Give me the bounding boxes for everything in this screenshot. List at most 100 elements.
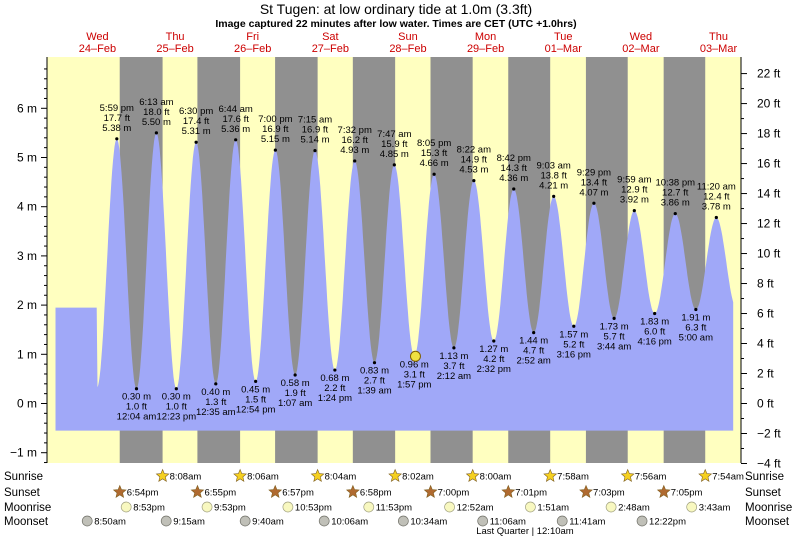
moonrise-row-label-right: Moonrise xyxy=(745,502,792,514)
day-date-label: 25–Feb xyxy=(156,43,193,55)
low-tide-label: 0.45 m xyxy=(241,384,270,395)
low-tide-label: 2:32 pm xyxy=(477,364,511,375)
moonrise-time: 12:52am xyxy=(457,503,494,514)
y-tick-label-ft: 14 ft xyxy=(757,187,781,201)
high-tide-label: 17.7 ft xyxy=(104,113,131,124)
low-tide-label: 6.3 ft xyxy=(685,323,706,334)
high-tide-label: 3.78 m xyxy=(702,202,731,213)
tide-point xyxy=(273,148,277,152)
high-tide-label: 7:47 am xyxy=(377,129,411,140)
high-tide-label: 13.8 ft xyxy=(540,170,567,181)
tide-point xyxy=(254,379,258,383)
high-tide-label: 6:30 pm xyxy=(179,106,213,117)
high-tide-label: 9:29 pm xyxy=(577,167,611,178)
sunset-icon xyxy=(501,484,516,498)
low-tide-label: 12:04 am xyxy=(117,412,157,423)
high-tide-label: 4.53 m xyxy=(459,165,488,176)
low-tide-label: 5.7 ft xyxy=(604,331,625,342)
moonrise-icon xyxy=(525,501,536,513)
day-date-label: 28–Feb xyxy=(389,43,426,55)
low-tide-label: 3.1 ft xyxy=(404,369,425,380)
high-tide-label: 8:22 am xyxy=(457,145,491,156)
low-tide-label: 0.96 m xyxy=(400,359,429,370)
sunrise-time: 8:06am xyxy=(247,472,279,483)
tide-point xyxy=(313,149,317,153)
low-tide-label: 1.0 ft xyxy=(166,402,187,413)
sunset-time: 6:54pm xyxy=(127,488,159,499)
high-tide-label: 5.50 m xyxy=(142,117,171,128)
tide-point xyxy=(572,324,576,328)
tide-point xyxy=(115,137,119,141)
day-weekday-label: Sun xyxy=(398,31,418,43)
sunset-icon xyxy=(579,484,593,498)
low-tide-label: 12:23 pm xyxy=(157,412,197,423)
high-tide-label: 10:38 pm xyxy=(655,178,695,189)
tide-point xyxy=(552,194,556,198)
high-tide-label: 5.14 m xyxy=(300,135,329,146)
y-tick-label-m: 1 m xyxy=(17,347,37,361)
low-tide-label: 5:00 am xyxy=(679,333,713,344)
high-tide-label: 4.21 m xyxy=(539,180,568,191)
moonset-icon xyxy=(397,515,409,527)
moonset-icon xyxy=(318,515,330,527)
sunrise-icon xyxy=(465,468,480,482)
sunset-row-label-right: Sunset xyxy=(745,487,782,499)
low-tide-label: 0.30 m xyxy=(162,392,191,403)
low-tide-label: 1.9 ft xyxy=(285,388,306,399)
day-weekday-label: Fri xyxy=(246,31,259,43)
tide-point xyxy=(392,163,396,167)
moonset-icon xyxy=(477,515,489,527)
day-date-label: 01–Mar xyxy=(545,43,583,55)
moonset-time: 9:15am xyxy=(173,517,205,528)
low-tide-label: 2.2 ft xyxy=(324,383,345,394)
sunset-time: 6:55pm xyxy=(204,488,236,499)
sunrise-time: 7:58am xyxy=(557,472,589,483)
tide-area xyxy=(55,132,734,431)
day-date-label: 02–Mar xyxy=(622,43,660,55)
low-tide-label: 4:16 pm xyxy=(637,336,671,347)
moon-phase-label: Last Quarter | 12:10am xyxy=(476,526,574,537)
low-tide-label: 3:16 pm xyxy=(557,349,591,360)
day-weekday-label: Wed xyxy=(630,31,652,43)
sunset-time: 7:00pm xyxy=(438,488,470,499)
tide-point xyxy=(214,382,218,386)
sunset-time: 6:57pm xyxy=(282,488,314,499)
high-tide-label: 15.9 ft xyxy=(381,139,408,150)
sunrise-row-label-left: Sunrise xyxy=(4,471,43,483)
moonrise-icon xyxy=(201,501,213,513)
high-tide-label: 14.3 ft xyxy=(501,163,528,174)
high-tide-label: 6:13 am xyxy=(139,97,173,108)
high-tide-label: 9:59 am xyxy=(617,175,651,186)
chart-header: St Tugen: at low ordinary tide at 1.0m (… xyxy=(215,1,576,30)
sunrise-icon xyxy=(620,468,635,482)
sunrise-icon xyxy=(698,468,713,482)
low-tide-label: 1.27 m xyxy=(479,344,508,355)
tide-point xyxy=(673,211,677,216)
sunset-time: 7:03pm xyxy=(593,488,625,499)
sunrise-icon xyxy=(543,468,558,482)
y-tick-label-m: 0 m xyxy=(17,397,37,411)
day-weekday-label: Tue xyxy=(554,31,573,43)
moonset-time: 10:34am xyxy=(410,517,447,528)
high-tide-label: 14.9 ft xyxy=(461,155,488,166)
tide-point xyxy=(492,339,496,343)
sunrise-time: 7:54am xyxy=(712,472,744,483)
high-tide-label: 4.66 m xyxy=(420,158,449,169)
moonrise-row-label-left: Moonrise xyxy=(4,502,51,514)
day-weekday-label: Wed xyxy=(86,31,108,43)
high-tide-label: 16.9 ft xyxy=(302,125,329,136)
high-tide-label: 4.36 m xyxy=(499,173,528,184)
tide-point xyxy=(592,201,596,205)
moonset-time: 12:22pm xyxy=(649,517,686,528)
low-tide-label: 1:07 am xyxy=(278,398,312,409)
day-date-label: 27–Feb xyxy=(312,43,349,55)
moonset-icon xyxy=(239,515,251,527)
low-tide-label: 0.30 m xyxy=(122,392,151,403)
high-tide-label: 5.31 m xyxy=(182,126,211,137)
moonrise-time: 3:43am xyxy=(699,503,731,514)
sunset-icon xyxy=(345,484,360,498)
high-tide-label: 16.2 ft xyxy=(342,135,369,146)
y-tick-label-m: 2 m xyxy=(17,298,37,312)
low-tide-label: 2:12 am xyxy=(437,371,471,382)
high-tide-label: 8:05 pm xyxy=(417,138,451,149)
